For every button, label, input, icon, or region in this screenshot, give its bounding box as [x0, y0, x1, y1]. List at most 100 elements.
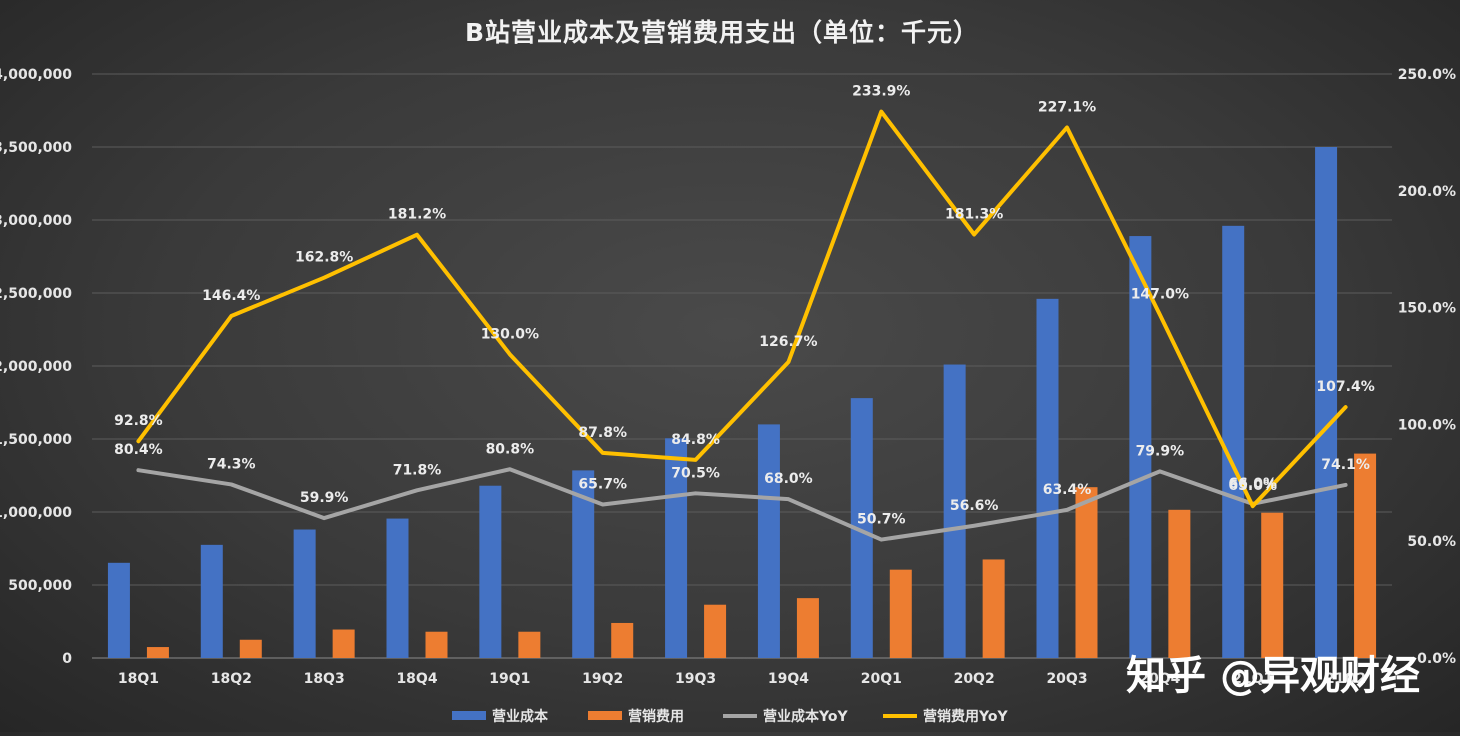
right-tick-label: 50.0%	[1407, 534, 1456, 550]
x-tick-label-20Q4: 20Q4	[1139, 671, 1180, 687]
x-tick-label-21Q1: 21Q1	[1232, 671, 1273, 687]
marketing-bar-19Q1	[518, 631, 541, 658]
marketing-yoy-label-21Q2: 107.4%	[1316, 379, 1374, 395]
left-tick-label: 4,000,000	[0, 67, 72, 83]
cost-bar-18Q3	[293, 529, 316, 658]
marketing-yoy-label-20Q3: 227.1%	[1038, 99, 1096, 115]
marketing-yoy-label-18Q2: 146.4%	[202, 288, 260, 304]
marketing-yoy-label-19Q4: 126.7%	[759, 334, 817, 350]
cost-bar-19Q2	[572, 470, 595, 658]
x-tick-label-19Q1: 19Q1	[489, 671, 530, 687]
right-tick-label: 200.0%	[1398, 184, 1456, 200]
left-tick-label: 1,500,000	[0, 432, 72, 448]
cost-bar-20Q1	[850, 398, 873, 658]
marketing-bar-21Q2	[1354, 453, 1377, 658]
marketing-bar-20Q4	[1168, 509, 1191, 658]
right-y-axis: 0.0% 50.0% 100.0% 150.0% 200.0% 250.0%	[1398, 67, 1456, 667]
legend-label-0: 营业成本	[492, 708, 549, 725]
legend-label-3: 营销费用YoY	[923, 708, 1008, 725]
marketing-bar-21Q1	[1261, 512, 1284, 658]
cost-bar-18Q1	[107, 562, 130, 658]
cost-yoy-label-18Q3: 59.9%	[300, 490, 349, 506]
left-tick-label: 3,500,000	[0, 140, 72, 156]
left-tick-label: 500,000	[8, 578, 72, 594]
line-series	[136, 109, 1348, 542]
x-tick-label-18Q1: 18Q1	[118, 671, 159, 687]
cost-bar-21Q1	[1222, 225, 1245, 658]
chart-title: B站营业成本及营销费用支出（单位：千元）	[465, 18, 979, 47]
x-tick-label-18Q3: 18Q3	[304, 671, 345, 687]
x-tick-label-20Q2: 20Q2	[954, 671, 995, 687]
marketing-yoy-label-21Q1: 65.0%	[1228, 478, 1277, 494]
marketing-bar-18Q2	[239, 639, 262, 658]
cost-bar-18Q4	[386, 518, 409, 658]
marketing-bar-19Q2	[611, 622, 634, 658]
right-tick-label: 250.0%	[1398, 67, 1456, 83]
marketing-yoy-label-18Q1: 92.8%	[114, 413, 163, 429]
cost-yoy-label-21Q2: 74.1%	[1321, 457, 1370, 473]
x-tick-label-19Q2: 19Q2	[582, 671, 623, 687]
cost-bar-21Q2	[1315, 147, 1338, 658]
right-tick-label: 150.0%	[1398, 301, 1456, 317]
marketing-yoy-line	[136, 109, 1348, 509]
marketing-bar-18Q4	[425, 631, 448, 658]
left-tick-label: 0	[62, 651, 72, 667]
cost-yoy-label-20Q4: 79.9%	[1136, 443, 1185, 459]
cost-yoy-line	[136, 467, 1348, 542]
marketing-bar-18Q3	[332, 629, 355, 658]
x-tick-label-18Q4: 18Q4	[396, 671, 437, 687]
legend-label-1: 营销费用	[628, 708, 684, 725]
cost-bar-20Q3	[1036, 298, 1059, 658]
x-tick-label-21Q2: 21Q2	[1325, 671, 1366, 687]
right-tick-label: 0.0%	[1417, 651, 1456, 667]
left-tick-label: 1,000,000	[0, 505, 72, 521]
cost-yoy-label-20Q2: 56.6%	[950, 498, 999, 514]
x-tick-label-20Q1: 20Q1	[861, 671, 902, 687]
x-tick-label-19Q4: 19Q4	[768, 671, 809, 687]
marketing-bar-18Q1	[146, 647, 169, 658]
marketing-yoy-label-18Q4: 181.2%	[388, 207, 446, 223]
marketing-yoy-label-19Q1: 130.0%	[481, 326, 539, 342]
legend-label-2: 营业成本YoY	[763, 708, 848, 725]
cost-bar-20Q4	[1129, 236, 1152, 658]
legend-swatch-0	[452, 711, 486, 720]
marketing-bar-20Q2	[982, 559, 1005, 658]
left-y-axis: 0 500,000 1,000,000 1,500,000 2,000,000 2,500…	[0, 67, 72, 667]
cost-yoy-label-20Q1: 50.7%	[857, 512, 906, 528]
cost-yoy-label-21Q1: 66.0%	[1228, 476, 1277, 492]
marketing-bar-20Q3	[1075, 487, 1098, 658]
marketing-bar-19Q3	[704, 604, 727, 658]
marketing-yoy-label-20Q4: 147.0%	[1131, 287, 1189, 303]
cost-bar-19Q4	[757, 424, 780, 658]
cost-yoy-label-18Q4: 71.8%	[393, 462, 442, 478]
legend: 营业成本 营销费用 营业成本YoY 营销费用YoY	[452, 708, 1008, 725]
marketing-yoy-label-19Q3: 84.8%	[671, 432, 720, 448]
bar-series	[107, 147, 1377, 658]
x-tick-label-20Q3: 20Q3	[1046, 671, 1087, 687]
cost-yoy-label-20Q3: 63.4%	[1043, 482, 1092, 498]
cost-yoy-label-18Q1: 80.4%	[114, 442, 163, 458]
marketing-yoy-label-20Q2: 181.3%	[945, 206, 1003, 222]
marketing-yoy-label-19Q2: 87.8%	[578, 425, 627, 441]
right-tick-label: 100.0%	[1398, 417, 1456, 433]
cost-bar-18Q2	[200, 544, 223, 658]
legend-swatch-1	[588, 711, 622, 720]
marketing-yoy-label-20Q1: 233.9%	[852, 84, 910, 100]
cost-yoy-label-19Q3: 70.5%	[671, 465, 720, 481]
cost-bar-20Q2	[943, 364, 966, 658]
left-tick-label: 3,000,000	[0, 213, 72, 229]
cost-yoy-label-19Q4: 68.0%	[764, 471, 813, 487]
gridlines	[92, 73, 1392, 659]
cost-yoy-label-19Q2: 65.7%	[578, 477, 627, 493]
x-axis: 18Q1 18Q2 18Q3 18Q4 19Q1 19Q2 19Q3 19Q4 20Q1 20Q2…	[118, 671, 1366, 687]
data-labels: 80.4% 74.3% 59.9% 71.8% 80.8% 65.7% 70.5% 68.0%…	[114, 84, 1375, 528]
watermark-text: 知乎 @异观财经	[1126, 653, 1420, 699]
x-tick-label-19Q3: 19Q3	[675, 671, 716, 687]
marketing-yoy-label-18Q3: 162.8%	[295, 250, 353, 266]
cost-yoy-label-18Q2: 74.3%	[207, 456, 256, 472]
marketing-bar-19Q4	[796, 598, 819, 658]
left-tick-label: 2,500,000	[0, 286, 72, 302]
x-tick-label-18Q2: 18Q2	[211, 671, 252, 687]
